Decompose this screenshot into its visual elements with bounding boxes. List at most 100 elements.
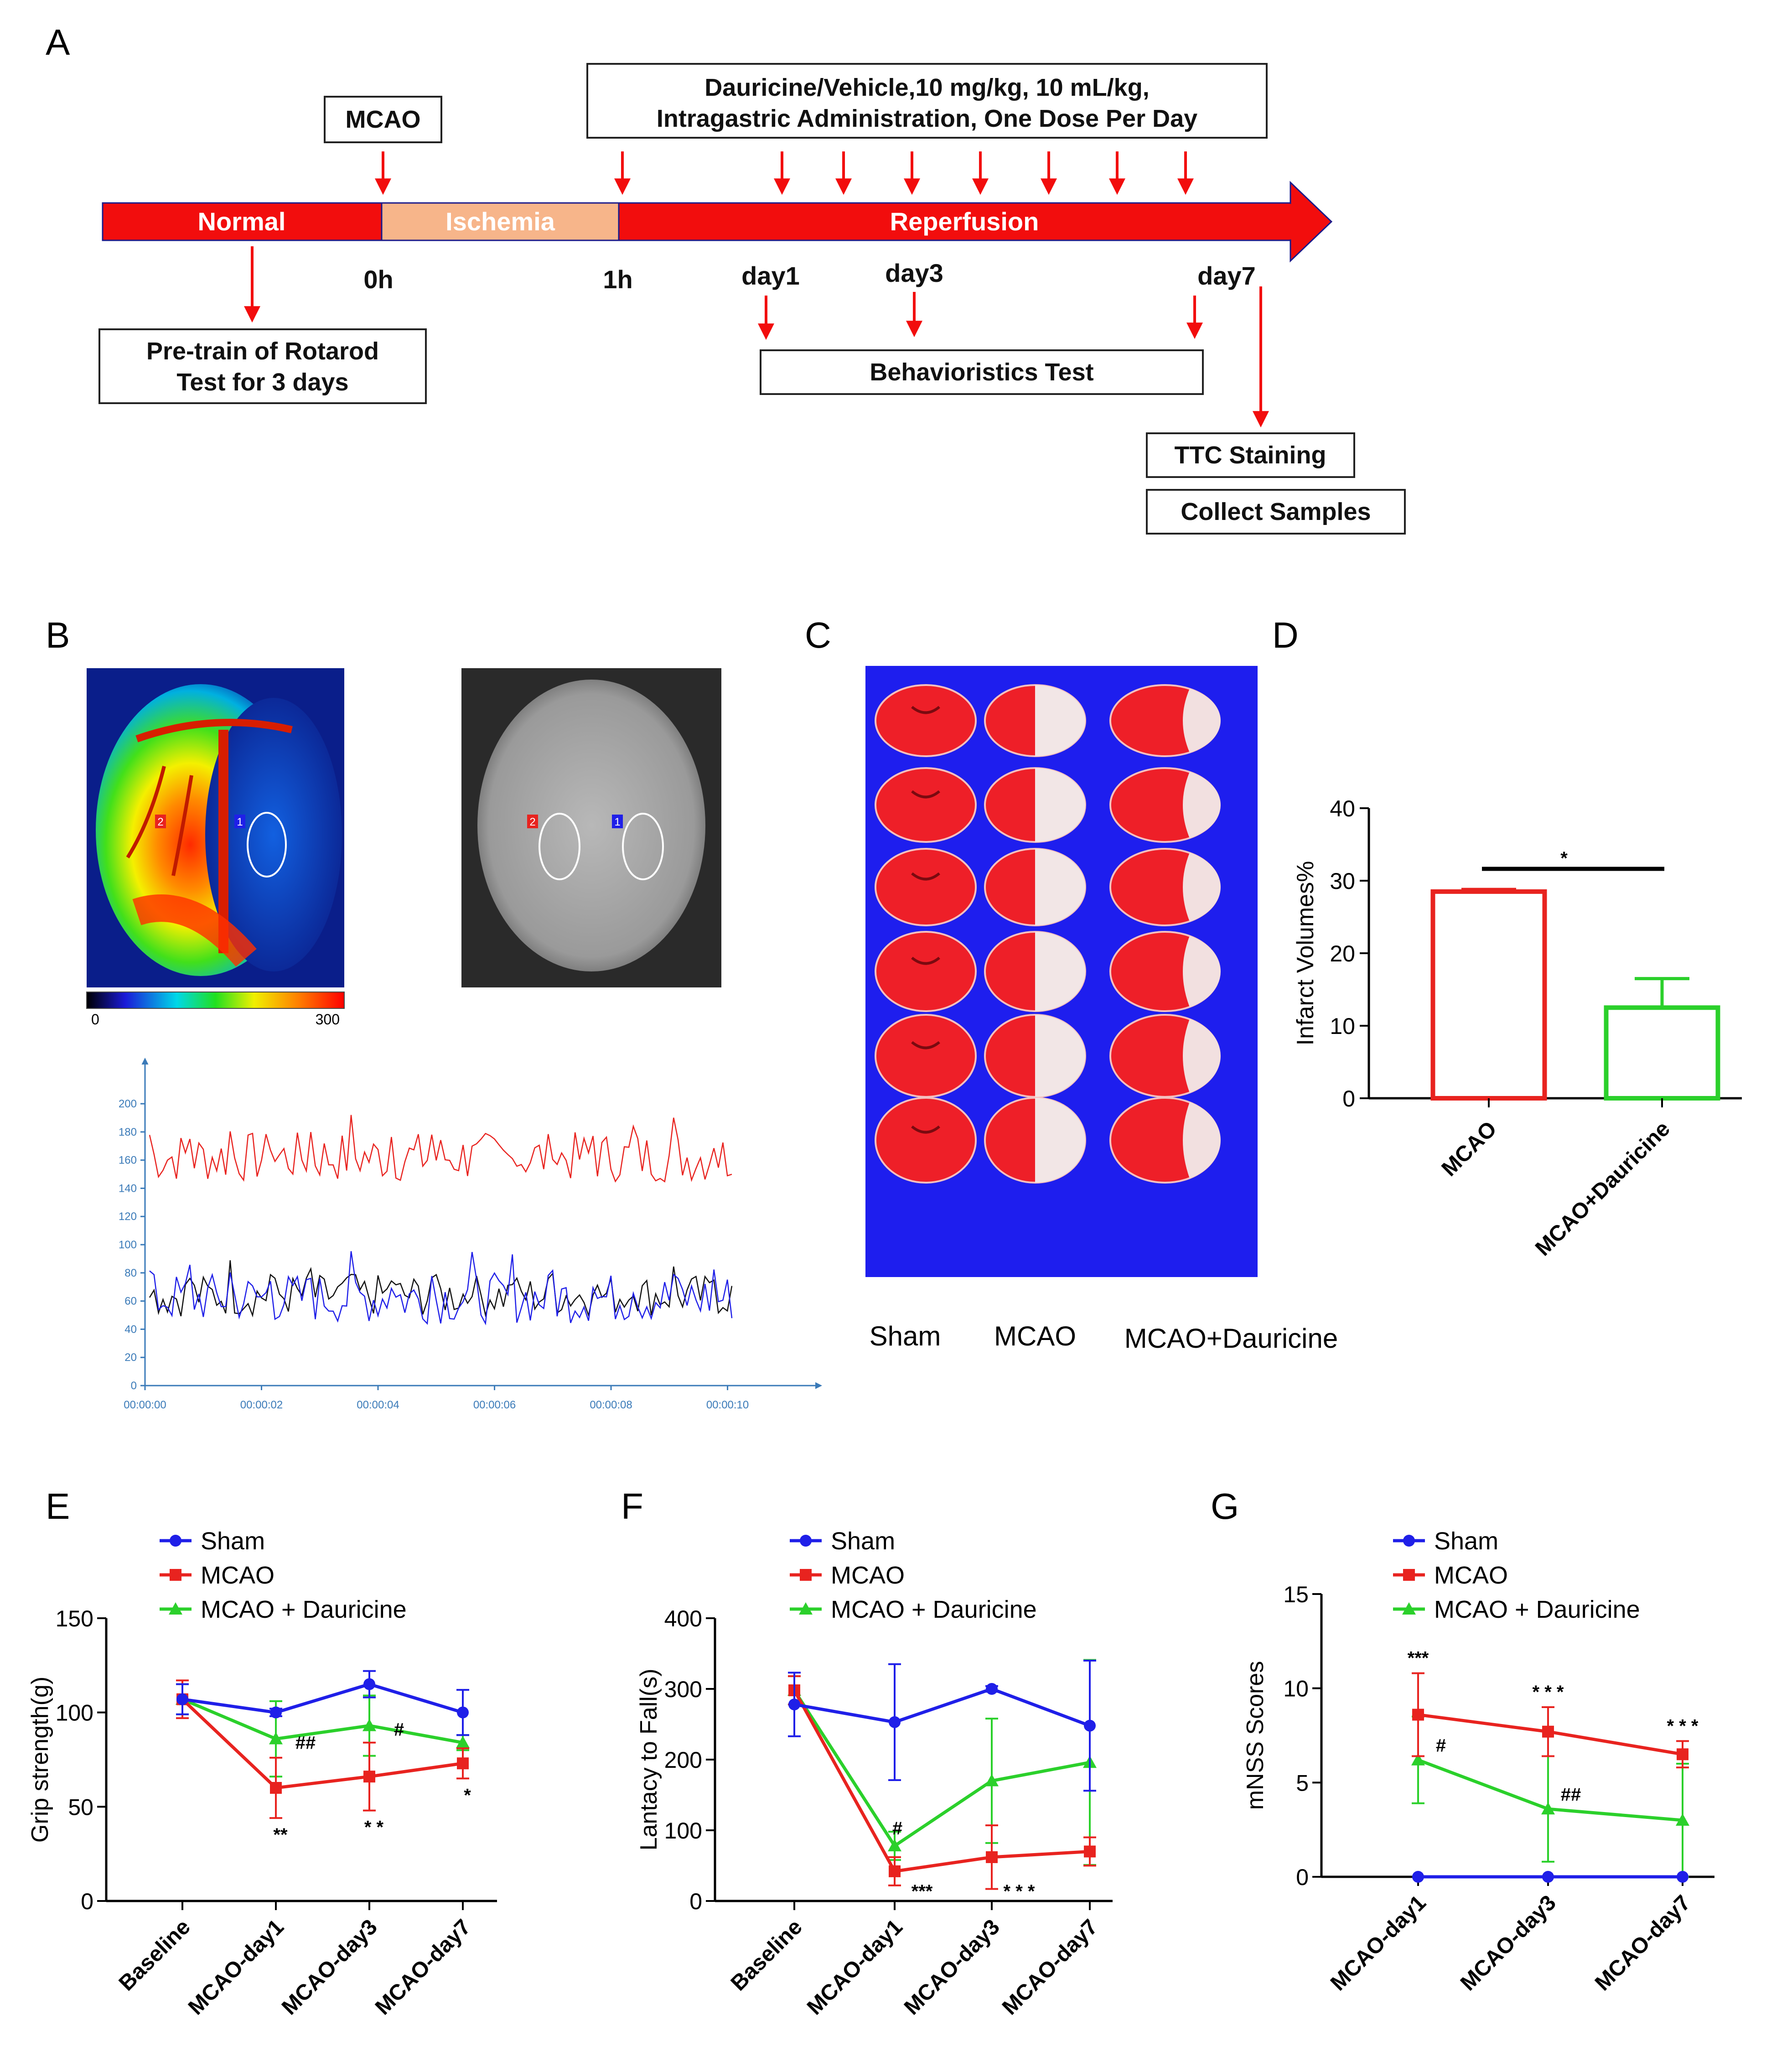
y-tick-label: 150 <box>56 1606 93 1631</box>
series-line-1 <box>181 1698 463 1790</box>
drug-box <box>586 63 1268 139</box>
ttc-infarct-region <box>1183 1019 1221 1093</box>
panel-b: B 2 1 0 300 2 1 <box>46 615 822 1411</box>
dauricine-significance: # <box>892 1818 902 1838</box>
data-point <box>1412 1709 1424 1721</box>
y-tick-label: 100 <box>664 1818 702 1844</box>
x-tick-label: MCAO-day1 <box>184 1915 289 2020</box>
trace-y-tick-label: 100 <box>119 1239 137 1251</box>
data-point <box>1411 1753 1425 1766</box>
ttc-slice-ventricle <box>911 872 940 881</box>
dauricine-significance: # <box>394 1720 404 1740</box>
ttc-slice <box>875 848 977 926</box>
collect-box <box>1146 489 1406 535</box>
d-y-tick-label: 10 <box>1330 1013 1355 1039</box>
y-tick-label: 0 <box>689 1889 702 1914</box>
y-axis-label: Grip strength(g) <box>27 1677 53 1843</box>
data-point <box>1084 1845 1096 1858</box>
data-point <box>889 1716 901 1728</box>
legend-label: Sham <box>201 1527 265 1555</box>
colorbar-max: 300 <box>316 1011 340 1028</box>
data-point <box>788 1698 800 1711</box>
pretrain-line1: Pre-train of Rotarod <box>146 338 379 365</box>
label-day1: day1 <box>741 261 800 290</box>
label-day7: day7 <box>1197 261 1256 290</box>
photo-skull <box>477 680 705 971</box>
mcao-significance: *** <box>912 1881 933 1901</box>
behavior-box <box>760 349 1204 395</box>
legend-label: MCAO + Dauricine <box>831 1596 1037 1623</box>
bar-reperfusion-label: Reperfusion <box>890 207 1039 236</box>
roi-1-label: 1 <box>237 816 243 828</box>
d-y-tick-label: 40 <box>1330 796 1355 821</box>
data-point <box>269 1732 283 1745</box>
trace-y-tick-label: 180 <box>119 1126 137 1138</box>
panel-d-letter: D <box>1272 615 1299 655</box>
data-point <box>1084 1719 1096 1732</box>
ttc-slices <box>875 684 1221 1184</box>
colorbar-min: 0 <box>91 1011 99 1028</box>
ttc-slice <box>875 1097 977 1184</box>
data-point <box>985 1774 999 1787</box>
ttc-box <box>1146 432 1355 478</box>
trace-x-tick-label: 00:00:02 <box>240 1399 283 1411</box>
legend-marker <box>170 1569 181 1581</box>
data-point <box>1542 1725 1554 1738</box>
trace-y-tick-label: 200 <box>119 1098 137 1110</box>
trace-x-ticks: 00:00:00 00:00:02 00:00:04 00:00:06 00:00:08… <box>124 1386 749 1411</box>
roi-1-ellipse <box>247 812 287 878</box>
x-tick-label: MCAO-day3 <box>277 1915 382 2020</box>
photo-roi-1-label: 1 <box>614 816 620 828</box>
x-tick-label: MCAO-day7 <box>998 1915 1103 2020</box>
ttc-infarct-region <box>1035 1015 1085 1097</box>
ttc-infarct-region <box>1035 849 1085 925</box>
mcao-significance: *** <box>1408 1648 1429 1668</box>
dauricine-significance: # <box>1436 1736 1446 1756</box>
ttc-infarct-region <box>1183 852 1221 922</box>
d-bar-1 <box>1604 1005 1720 1101</box>
data-point <box>1541 1802 1555 1815</box>
ttc-box-label: TTC Staining <box>1175 441 1326 469</box>
ttc-label-mcao-dauricine: MCAO+Dauricine <box>1124 1323 1338 1354</box>
data-point <box>457 1757 469 1770</box>
y-tick-label: 10 <box>1283 1676 1309 1702</box>
legend-marker <box>800 1569 812 1581</box>
x-tick-label: MCAO-day1 <box>1326 1890 1431 1995</box>
legend-marker <box>1403 1535 1415 1547</box>
legend-marker <box>800 1535 812 1547</box>
panel-e-letter: E <box>46 1486 70 1527</box>
colorbar <box>86 992 345 1009</box>
dauricine-significance: ## <box>295 1733 316 1753</box>
vessel-top <box>135 719 293 743</box>
trace-series-0 <box>149 1115 732 1183</box>
vessel-bottom <box>132 894 257 967</box>
pretrain-line2: Test for 3 days <box>176 369 348 396</box>
legend-label: MCAO <box>831 1562 905 1589</box>
d-x-tick-label: MCAO+Dauricine <box>1531 1117 1675 1261</box>
y-tick-label: 300 <box>664 1677 702 1702</box>
mcao-box-label: MCAO <box>346 106 421 133</box>
dauricine-significance: ## <box>1561 1785 1581 1805</box>
y-tick-label: 400 <box>664 1606 702 1631</box>
d-y-tick-label: 20 <box>1330 941 1355 966</box>
d-bar-0 <box>1430 889 1547 1101</box>
y-tick-label: 50 <box>68 1794 93 1820</box>
legend-label: MCAO <box>1434 1562 1508 1589</box>
trace-y-tick-label: 20 <box>124 1351 137 1364</box>
data-point <box>270 1706 282 1719</box>
panel-c: C Sham MCAO MCAO+Dauricine <box>805 615 1338 1354</box>
data-point <box>889 1865 901 1877</box>
label-0h: 0h <box>363 265 393 294</box>
trace-y-ticks: 0 20 40 60 80 100 120 140 160 180 200 <box>119 1098 145 1392</box>
data-point <box>1677 1871 1688 1883</box>
ttc-infarct-region <box>1183 1102 1221 1179</box>
mcao-significance: * * <box>364 1818 384 1838</box>
data-point <box>1676 1813 1689 1826</box>
ttc-slice-ventricle <box>911 1125 940 1134</box>
x-tick-label: MCAO-day1 <box>803 1915 907 2020</box>
mnss-score-chart: 0 5 10 15 mNSS Scores MCAO-day1 MCAO-day3 MCAO-… <box>1242 1527 1714 1995</box>
x-tick-label: MCAO-day3 <box>900 1915 1005 2020</box>
legend-label: Sham <box>1434 1527 1498 1555</box>
